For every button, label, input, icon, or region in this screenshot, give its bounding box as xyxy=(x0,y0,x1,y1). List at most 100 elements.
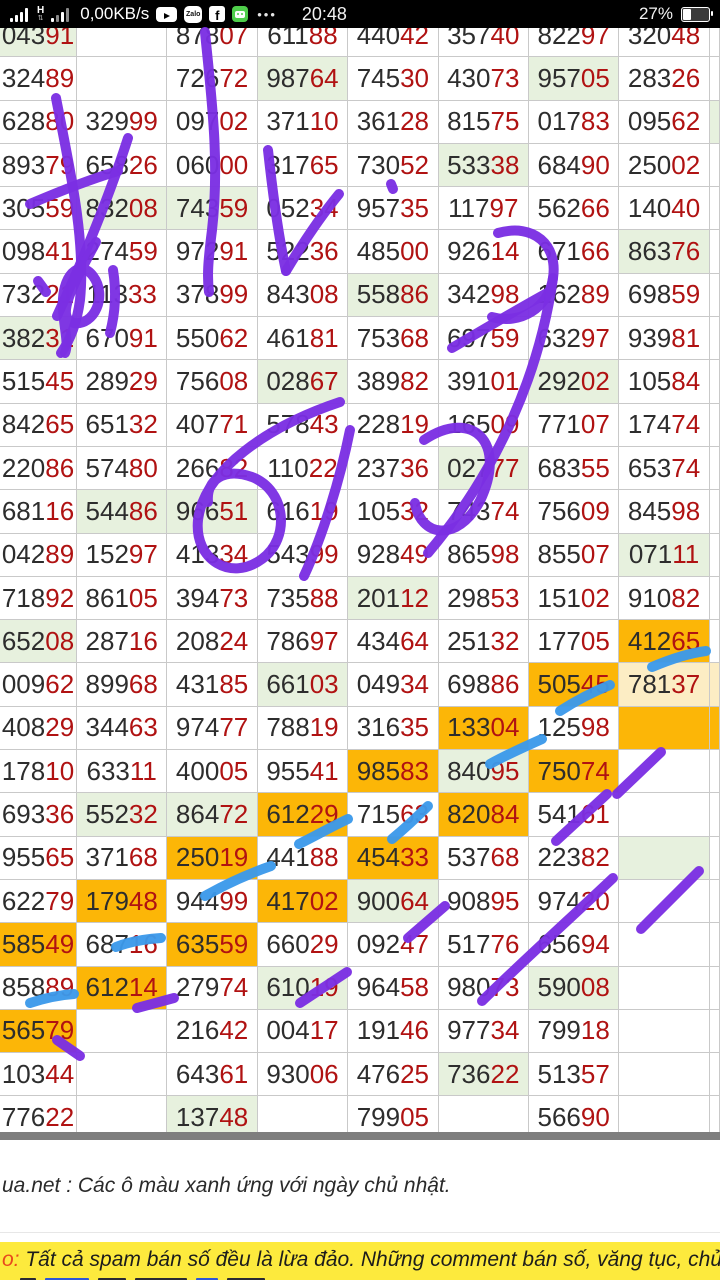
warning-body: Tất cả spam bán số đều là lừa đảo. Những… xyxy=(19,1248,720,1271)
number-cell: 788 19 xyxy=(257,706,349,751)
empty-cell xyxy=(709,706,720,751)
number-cell: 732 21 xyxy=(0,273,77,318)
number-cell: 635 59 xyxy=(167,923,258,967)
signal-strength-icon xyxy=(10,7,28,22)
number-cell: 726 72 xyxy=(167,57,258,101)
empty-cell xyxy=(709,663,720,707)
number-cell: 864 72 xyxy=(167,793,258,837)
number-cell: 799 05 xyxy=(348,1096,439,1132)
number-cell: 151 02 xyxy=(528,576,620,621)
number-cell: 756 08 xyxy=(167,360,258,404)
number-cell: 223 82 xyxy=(528,836,620,880)
number-cell: 670 91 xyxy=(77,317,168,361)
empty-cell xyxy=(709,446,720,491)
network-mode-label: H xyxy=(37,5,45,16)
table-row: 955 65 371 68 250 19 441 88 454 33 537 68 223 82 xyxy=(0,836,720,880)
number-cell: 305 59 xyxy=(0,187,77,231)
empty-cell xyxy=(709,273,720,318)
number-cell: 683 55 xyxy=(528,446,620,491)
empty-cell xyxy=(709,966,720,1010)
number-cell: 371 10 xyxy=(257,100,349,144)
facebook-notification-icon: f xyxy=(209,6,226,22)
number-cell: 616 19 xyxy=(257,490,349,534)
number-cell: 611 88 xyxy=(257,28,349,58)
empty-cell xyxy=(709,100,720,144)
empty-cell xyxy=(709,620,720,664)
number-cell: 049 34 xyxy=(348,663,439,707)
number-cell: 799 18 xyxy=(528,1009,620,1054)
number-cell: 656 94 xyxy=(528,923,620,967)
number-cell: 781 37 xyxy=(619,663,710,707)
number-cell: 522 36 xyxy=(257,230,349,274)
number-cell: 578 43 xyxy=(257,403,349,447)
footer-note-area: ua.net : Các ô màu xanh ứng với ngày chủ… xyxy=(0,1140,720,1232)
number-cell: 140 40 xyxy=(619,187,710,231)
empty-cell xyxy=(77,1096,168,1132)
number-cell: 113 33 xyxy=(77,273,168,318)
number-cell: 771 07 xyxy=(528,403,620,447)
number-cell: 908 95 xyxy=(438,879,529,924)
number-cell: 042 89 xyxy=(0,533,77,577)
number-cell: 274 59 xyxy=(77,230,168,274)
number-cell: 910 82 xyxy=(619,576,710,621)
table-row: 652 08 287 16 208 24 786 97 434 64 251 32 177 05 412 65 xyxy=(0,620,720,664)
number-cell: 843 08 xyxy=(257,273,349,318)
messenger-app-icon xyxy=(232,6,249,22)
empty-cell xyxy=(257,1096,349,1132)
table-row: 693 36 552 32 864 72 612 29 715 63 820 84 541 61 xyxy=(0,793,720,837)
number-cell: 092 47 xyxy=(348,923,439,967)
number-cell: 718 92 xyxy=(0,576,77,621)
number-cell: 842 65 xyxy=(0,403,77,447)
number-cell: 191 46 xyxy=(348,1009,439,1054)
number-cell: 972 91 xyxy=(167,230,258,274)
number-cell: 900 64 xyxy=(348,879,439,924)
number-cell: 162 89 xyxy=(528,273,620,318)
table-row: 732 21 113 33 378 99 843 08 558 86 342 98 162 89 698 59 xyxy=(0,273,720,318)
network-mode-indicator: H ⇅ xyxy=(37,5,45,23)
number-cell: 899 68 xyxy=(77,663,168,707)
status-bar: H ⇅ 0,00KB/s Zalo f ••• 20:48 27% xyxy=(0,0,720,28)
number-cell: 863 76 xyxy=(619,230,710,274)
number-cell: 643 61 xyxy=(167,1053,258,1097)
number-cell: 753 68 xyxy=(348,317,439,361)
number-cell: 893 79 xyxy=(0,143,77,188)
number-cell: 413 34 xyxy=(167,533,258,577)
number-cell: 820 84 xyxy=(438,793,529,837)
number-cell: 133 04 xyxy=(438,706,529,751)
empty-cell xyxy=(438,1096,529,1132)
number-cell: 861 05 xyxy=(77,576,168,621)
empty-cell xyxy=(619,1053,710,1097)
battery-percent: 27% xyxy=(638,4,673,23)
number-cell: 357 40 xyxy=(438,28,529,58)
number-cell: 652 08 xyxy=(0,620,77,664)
empty-cell xyxy=(709,793,720,837)
number-cell: 220 86 xyxy=(0,446,77,491)
empty-cell xyxy=(619,1096,710,1132)
empty-cell xyxy=(709,317,720,361)
number-cell: 228 19 xyxy=(348,403,439,447)
number-cell: 028 67 xyxy=(257,360,349,404)
number-cell: 125 98 xyxy=(528,706,620,751)
zalo-notification-icon: Zalo xyxy=(184,5,203,23)
number-cell: 537 68 xyxy=(438,836,529,880)
number-cell: 736 22 xyxy=(438,1053,529,1097)
empty-cell xyxy=(709,360,720,404)
number-cell: 408 29 xyxy=(0,706,77,751)
number-cell: 955 41 xyxy=(257,750,349,794)
number-cell: 687 16 xyxy=(77,923,168,967)
horizontal-scrollbar[interactable] xyxy=(0,1132,720,1140)
table-row: 681 16 544 86 966 51 616 19 105 32 743 74 756 09 845 98 xyxy=(0,490,720,534)
empty-cell xyxy=(619,750,710,794)
number-cell: 389 82 xyxy=(348,360,439,404)
number-cell: 430 73 xyxy=(438,57,529,101)
table-row: 324 89 726 72 987 64 745 30 430 73 957 05 283 26 xyxy=(0,57,720,101)
number-cell: 544 86 xyxy=(77,490,168,534)
results-table-viewport[interactable]: 043 91 878 07 611 88 440 42 357 40 822 97 320 48 324 89… xyxy=(0,28,720,1132)
number-cell: 815 75 xyxy=(438,100,529,144)
number-cell: 098 41 xyxy=(0,230,77,274)
results-table: 043 91 878 07 611 88 440 42 357 40 822 97 320 48 324 89… xyxy=(0,28,720,1132)
number-cell: 407 71 xyxy=(167,403,258,447)
empty-cell xyxy=(77,1053,168,1097)
empty-cell xyxy=(709,28,720,58)
number-cell: 361 28 xyxy=(348,100,439,144)
